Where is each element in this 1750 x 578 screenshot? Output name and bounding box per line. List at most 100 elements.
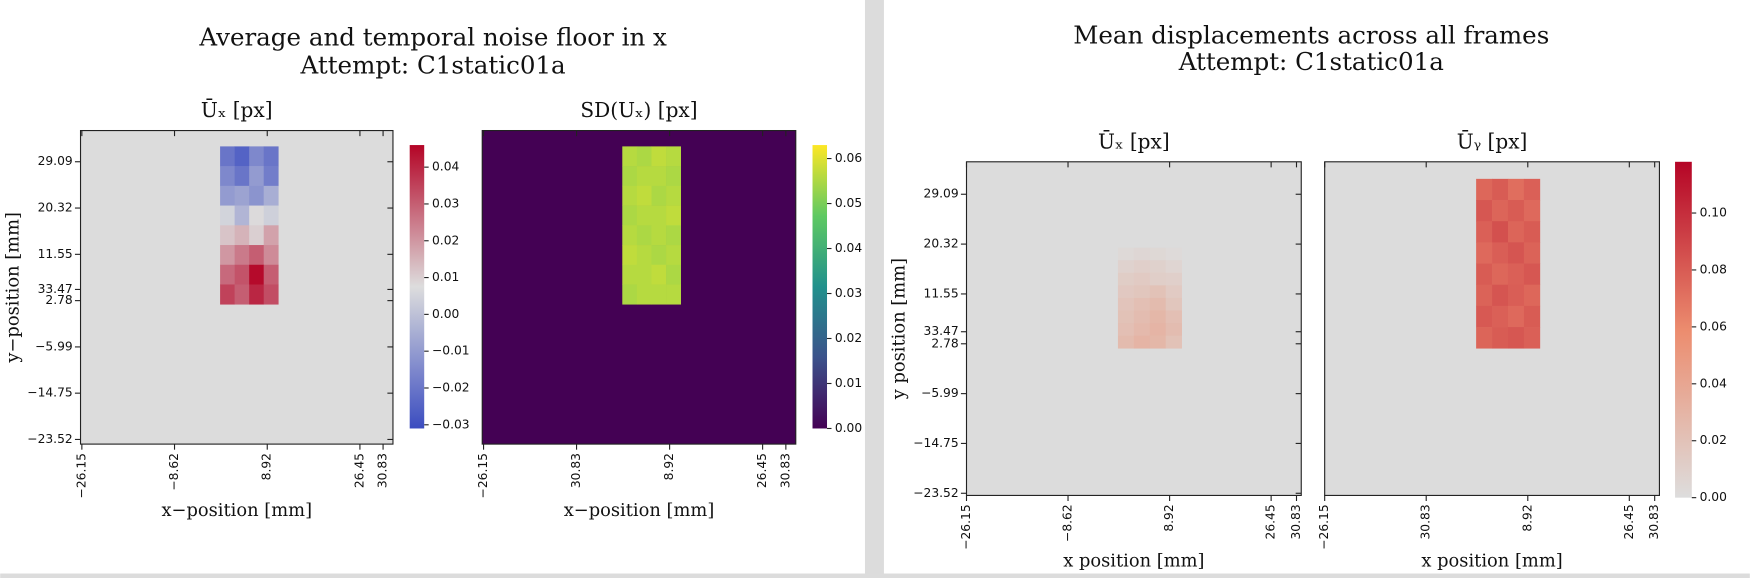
heatmap-cell [666,284,681,305]
plot-frame [481,129,797,445]
heatmap-cell [220,166,235,187]
heatmap-cell [622,185,638,206]
heatmap-cell [220,205,235,226]
y-tick-label: −23.52 [27,432,72,446]
heatmap-cell [220,185,235,206]
x-axis-label: x−position [mm] [161,500,312,521]
colorbar [409,145,425,429]
heatmap-cell [1507,327,1525,349]
y-tick-label: 29.09 [924,187,959,201]
heatmap-cell [1117,323,1135,336]
chart-title: Ūₓ [px] [1098,129,1170,153]
heatmap-cell [1133,297,1151,311]
colorbar-tick-label: 0.04 [835,241,863,255]
heatmap-cell [220,146,235,167]
heatmap-cell [1117,335,1135,349]
heatmap-cell [651,205,667,226]
colorbar-tick-label: 0.06 [1700,319,1728,333]
heatmap-cell [1149,272,1167,286]
heatmap-cell [263,225,279,246]
x-tick-label: 8.92 [260,453,274,480]
heatmap-cell [636,146,652,167]
heatmap-cell [636,205,652,226]
heatmap-cell [1476,305,1493,328]
heatmap-cell [234,225,250,246]
heatmap-cell [1507,178,1525,201]
heatmap-cell [636,166,652,187]
divider [864,0,884,578]
y-tick-label: −5.99 [35,339,73,353]
plot-frame [1324,161,1660,496]
y-axis-label: y−position [mm] [3,212,24,364]
x-tick-label: 8.92 [1162,504,1176,531]
heatmap-cell [622,225,638,246]
heatmap-cell [651,264,667,285]
x-tick-label: −26.15 [1317,504,1331,549]
heatmap-cell [666,225,681,246]
x-tick-label: 26.45 [1264,504,1278,539]
x-tick-label: −26.15 [959,504,973,549]
heatmap-cell [1149,323,1167,336]
heatmap-cell [249,185,265,206]
heatmap-cell [1507,242,1525,264]
panel-title: Mean displacements across all frames [1073,20,1549,49]
panel-subtitle: Attempt: C1static01a [300,50,566,79]
x-tick-label: 26.45 [1622,504,1636,539]
chart-title: Ūₓ [px] [201,98,273,122]
heatmap-cell [1492,178,1509,201]
heatmap-cell [636,284,652,305]
heatmap-cell [249,166,265,187]
heatmap-cell [1165,285,1182,299]
heatmap-cell [1165,247,1182,261]
heatmap-cell [651,245,667,266]
plot-frame [79,129,394,445]
x-tick-label: −8.62 [1061,504,1075,542]
heatmap-cell [666,264,681,285]
colorbar-tick-label: 0.04 [1700,376,1728,390]
heatmap-cell [1165,297,1182,311]
heatmap-cell [622,245,638,266]
heatmap-cell [1492,221,1509,243]
heatmap-cell [234,245,250,266]
heatmap-cell [1507,263,1525,286]
heatmap-cell [1149,285,1167,299]
panel-subtitle: Attempt: C1static01a [1178,47,1444,76]
heatmap-cell [622,264,638,285]
heatmap-cell [636,264,652,285]
heatmap-cell [1476,327,1493,349]
heatmap-cell [263,284,279,305]
heatmap-cell [1476,242,1493,264]
heatmap-cell [263,205,279,226]
heatmap-cell [263,146,279,167]
colorbar-tick-label: 0.01 [835,376,862,390]
heatmap-cell [1165,335,1182,349]
x-tick-label: 8.92 [1520,504,1534,531]
heatmap-cell [1523,327,1541,349]
heatmap-cell [1476,200,1493,222]
heatmap-cell [234,264,250,285]
chart-title: SD(Uₓ) [px] [580,98,697,122]
y-tick-label: 2.78 [931,336,958,350]
heatmap-cell [651,284,667,305]
heatmap-cell [249,284,265,305]
heatmap-cell [651,146,667,167]
heatmap-cell [622,166,638,187]
heatmap-cell [1523,284,1541,307]
heatmap-cell [249,146,265,167]
heatmap-cell [651,185,667,206]
heatmap-cell [1476,221,1493,243]
heatmap-cell [666,245,681,266]
heatmap-cell [1149,297,1167,311]
heatmap-cell [1133,335,1151,349]
heatmap-cell [1117,285,1135,299]
colorbar-tick-label: 0.00 [1700,490,1727,504]
heatmap-cell [1476,284,1493,307]
heatmap-cell [1523,305,1541,328]
panel-title: Average and temporal noise floor in x [198,23,667,52]
heatmap-cell [234,146,250,167]
heatmap-cell [220,245,235,266]
colorbar-tick-label: −0.03 [432,417,470,431]
bottom-strip [0,573,1750,578]
y-axis-label: y position [mm] [889,258,910,400]
y-tick-label: −14.75 [27,386,72,400]
